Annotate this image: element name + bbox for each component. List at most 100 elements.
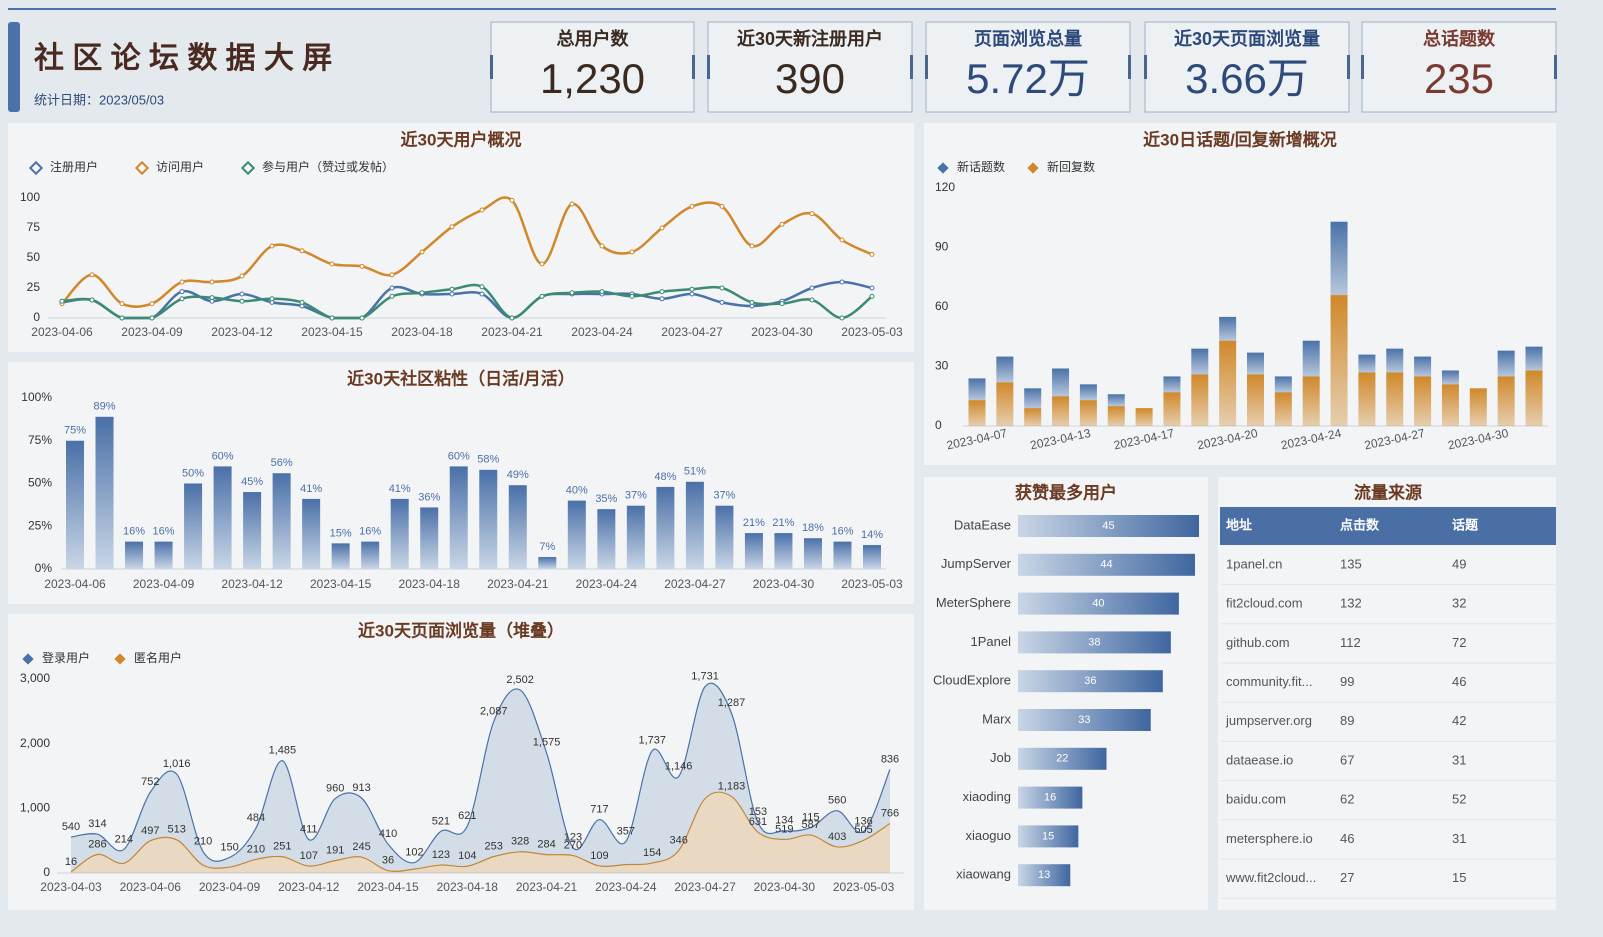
table-cell: baidu.com — [1226, 792, 1286, 807]
page-title: 社 区 论 坛 数 据 大 屏 — [34, 42, 332, 75]
bar — [1018, 670, 1163, 693]
line-point — [659, 289, 665, 295]
data-label: 49% — [507, 469, 529, 481]
data-label: 60% — [448, 450, 470, 462]
kpi-edge — [1347, 55, 1350, 79]
kpi-edge — [925, 55, 928, 79]
bar — [597, 509, 616, 569]
x-tick-label: 2023-04-12 — [211, 325, 273, 339]
category-label: Job — [990, 750, 1011, 765]
bar-segment — [1302, 376, 1320, 426]
y-tick-label: 50 — [27, 250, 41, 264]
line-point — [809, 211, 815, 217]
bar — [715, 505, 734, 569]
data-label: 21% — [772, 517, 794, 529]
x-tick-label: 2023-04-30 — [751, 325, 813, 339]
table-cell: 15 — [1452, 870, 1466, 885]
x-tick-label: 2023-04-27 — [664, 577, 726, 591]
bar — [508, 485, 527, 569]
category-label: DataEase — [954, 517, 1011, 532]
line-point — [359, 315, 365, 321]
x-tick-label: 2023-04-15 — [357, 880, 419, 894]
bar-segment — [1052, 368, 1070, 397]
bar — [95, 416, 114, 569]
category-label: Marx — [982, 711, 1011, 726]
table-header — [1220, 507, 1556, 545]
bar — [449, 466, 468, 569]
data-label: 752 — [141, 776, 159, 788]
data-label: 411 — [300, 823, 318, 835]
data-label: 403 — [828, 831, 846, 843]
x-tick-label: 2023-04-06 — [44, 577, 106, 591]
y-tick-label: 120 — [935, 180, 955, 194]
bar — [774, 533, 793, 569]
data-label: 210 — [194, 836, 212, 848]
line — [61, 280, 873, 320]
data-label: 16 — [1044, 792, 1056, 804]
data-label: 540 — [62, 821, 80, 833]
line-point — [539, 293, 545, 299]
x-tick-label: 2023-04-09 — [133, 577, 195, 591]
table-cell: 42 — [1452, 713, 1466, 728]
x-tick-label: 2023-04-03 — [40, 880, 102, 894]
bar — [685, 481, 704, 569]
bar-segment — [1107, 406, 1125, 426]
bar-segment — [1191, 374, 1209, 426]
bar-segment — [1414, 356, 1432, 377]
data-label: 21% — [743, 517, 765, 529]
chart-title: 近30天用户概况 — [401, 129, 522, 149]
y-tick-label: 0 — [33, 310, 40, 324]
table-cell: 132 — [1340, 596, 1362, 611]
data-label: 1,485 — [269, 745, 297, 757]
bar-segment — [1274, 392, 1292, 426]
data-label: 13 — [1038, 869, 1050, 881]
bar-segment — [1163, 376, 1181, 393]
data-label: 1,146 — [665, 760, 693, 772]
line-point — [689, 286, 695, 292]
bar — [1018, 553, 1195, 576]
y-tick-label: 100% — [21, 390, 52, 404]
data-label: 7% — [539, 541, 555, 553]
legend-label: 登录用户 — [42, 650, 90, 665]
data-label: 505 — [854, 824, 872, 836]
line-point — [629, 293, 635, 299]
data-label: 519 — [775, 823, 793, 835]
legend-marker — [134, 160, 150, 176]
legend-label: 注册用户 — [50, 159, 98, 174]
table-header-cell: 点击数 — [1340, 517, 1380, 532]
kpi-value: 390 — [775, 55, 845, 102]
line-point — [569, 201, 575, 207]
bar — [243, 492, 262, 569]
line-point — [239, 298, 245, 304]
bar — [390, 498, 409, 569]
line-point — [359, 263, 365, 269]
table-cell: 1panel.cn — [1226, 556, 1282, 571]
bar-segment — [1135, 408, 1153, 426]
x-tick-label: 2023-04-09 — [199, 880, 261, 894]
bar — [479, 469, 498, 569]
line-point — [419, 249, 425, 255]
data-label: 410 — [379, 828, 397, 840]
line-point — [869, 251, 875, 257]
data-label: 15% — [330, 527, 352, 539]
line-point — [839, 237, 845, 243]
line-point — [449, 224, 455, 230]
table-header-cell: 话题 — [1452, 517, 1479, 532]
bar-segment — [1525, 346, 1543, 371]
data-label: 16 — [65, 856, 77, 868]
line-point — [689, 203, 695, 209]
kpi-label: 总用户数 — [557, 28, 630, 49]
table-cell: github.com — [1226, 635, 1290, 650]
table-cell: 49 — [1452, 556, 1466, 571]
bar-segment — [1052, 396, 1070, 426]
category-label: xiaoding — [963, 789, 1011, 804]
table-title: 流量来源 — [1354, 482, 1422, 502]
line-point — [839, 315, 845, 321]
y-tick-label: 1,000 — [20, 801, 50, 815]
bar-segment — [1219, 340, 1237, 426]
bar — [1018, 864, 1071, 887]
x-tick-label: 2023-05-03 — [841, 577, 903, 591]
bar-segment — [1441, 384, 1459, 426]
bar — [833, 541, 852, 569]
